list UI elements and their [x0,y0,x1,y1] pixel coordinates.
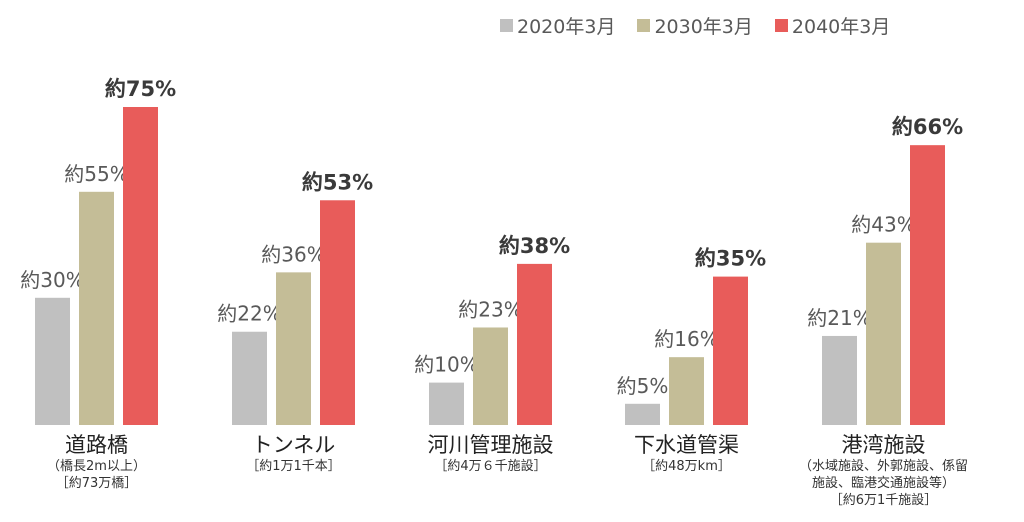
bar-s0-c3 [625,403,660,425]
bar-s2-c0 [123,107,158,425]
bar-s2-c3 [713,276,748,425]
data-label-s1-c0: 約55% [64,162,128,186]
category-note: ［約73万橋］ [55,476,138,491]
category-note: ［約48万km］ [642,459,731,474]
data-label-s0-c1: 約22% [217,302,281,326]
legend-label-2020: 2020年3月 [517,16,616,38]
category-note: ［約4万６千施設］ [434,459,547,474]
legend-label-2030: 2030年3月 [654,16,753,38]
data-label-s0-c0: 約30% [20,268,84,292]
legend-item-2020: 2020年3月 [500,12,615,39]
legend-item-2040: 2040年3月 [774,12,891,39]
chart-legend: 2020年3月 2030年3月 2040年3月 [500,12,890,39]
category-label: 道路橋 [65,433,128,457]
bar-s0-c0 [35,297,70,425]
data-label-s2-c2: 約38% [499,234,570,258]
bar-s1-c2 [473,327,508,425]
bar-s0-c4 [822,335,857,425]
category-group-4: 港湾施設 （水域施設、外郭施設、係留 施設、臨港交通施設等） ［約6万1千施設］ [799,432,968,509]
legend-swatch-2030 [637,19,651,32]
category-group-3: 下水道管渠 ［約48万km］ [634,432,739,475]
category-note: ［約6万1千施設］ [829,493,938,508]
category-group-2: 河川管理施設 ［約4万６千施設］ [428,432,554,475]
bar-s1-c0 [79,191,114,425]
data-label-s2-c3: 約35% [695,247,766,271]
legend-label-2040: 2040年3月 [791,16,891,38]
data-label-s1-c2: 約23% [458,297,522,321]
category-note: （橋長2m以上） [47,459,146,474]
bar-s2-c4 [910,145,945,425]
category-label: 河川管理施設 [427,433,554,457]
data-label-s2-c4: 約66% [892,115,963,139]
data-label-s0-c2: 約10% [414,353,478,377]
category-note: （水域施設、外郭施設、係留 [798,459,969,474]
category-note: ［約1万1千本］ [246,459,341,474]
data-label-s1-c4: 約43% [851,213,915,237]
bar-s1-c1 [276,272,311,425]
legend-swatch-2040 [774,19,788,32]
bar-s1-c3 [669,357,704,425]
category-note: 施設、臨港交通施設等） [811,476,956,491]
data-label-s0-c4: 約21% [807,306,871,330]
data-label-s1-c1: 約36% [261,242,325,266]
category-group-0: 道路橋 （橋長2m以上） ［約73万橋］ [47,432,146,492]
category-label: 港湾施設 [841,433,926,457]
legend-swatch-2020 [500,19,513,32]
bar-s2-c1 [320,200,355,425]
bar-s1-c4 [866,242,901,425]
data-label-s1-c3: 約16% [654,327,718,351]
bar-s0-c2 [429,382,464,425]
category-label: 下水道管渠 [634,433,739,457]
legend-item-2030: 2030年3月 [637,12,753,39]
data-label-s0-c3: 約5% [617,374,669,398]
category-label: トンネル [251,433,336,457]
data-label-s2-c1: 約53% [302,170,373,194]
category-group-1: トンネル ［約1万1千本］ [246,432,341,475]
bar-s2-c2 [517,263,552,425]
bar-s0-c1 [232,331,267,425]
data-label-s2-c0: 約75% [105,77,176,101]
